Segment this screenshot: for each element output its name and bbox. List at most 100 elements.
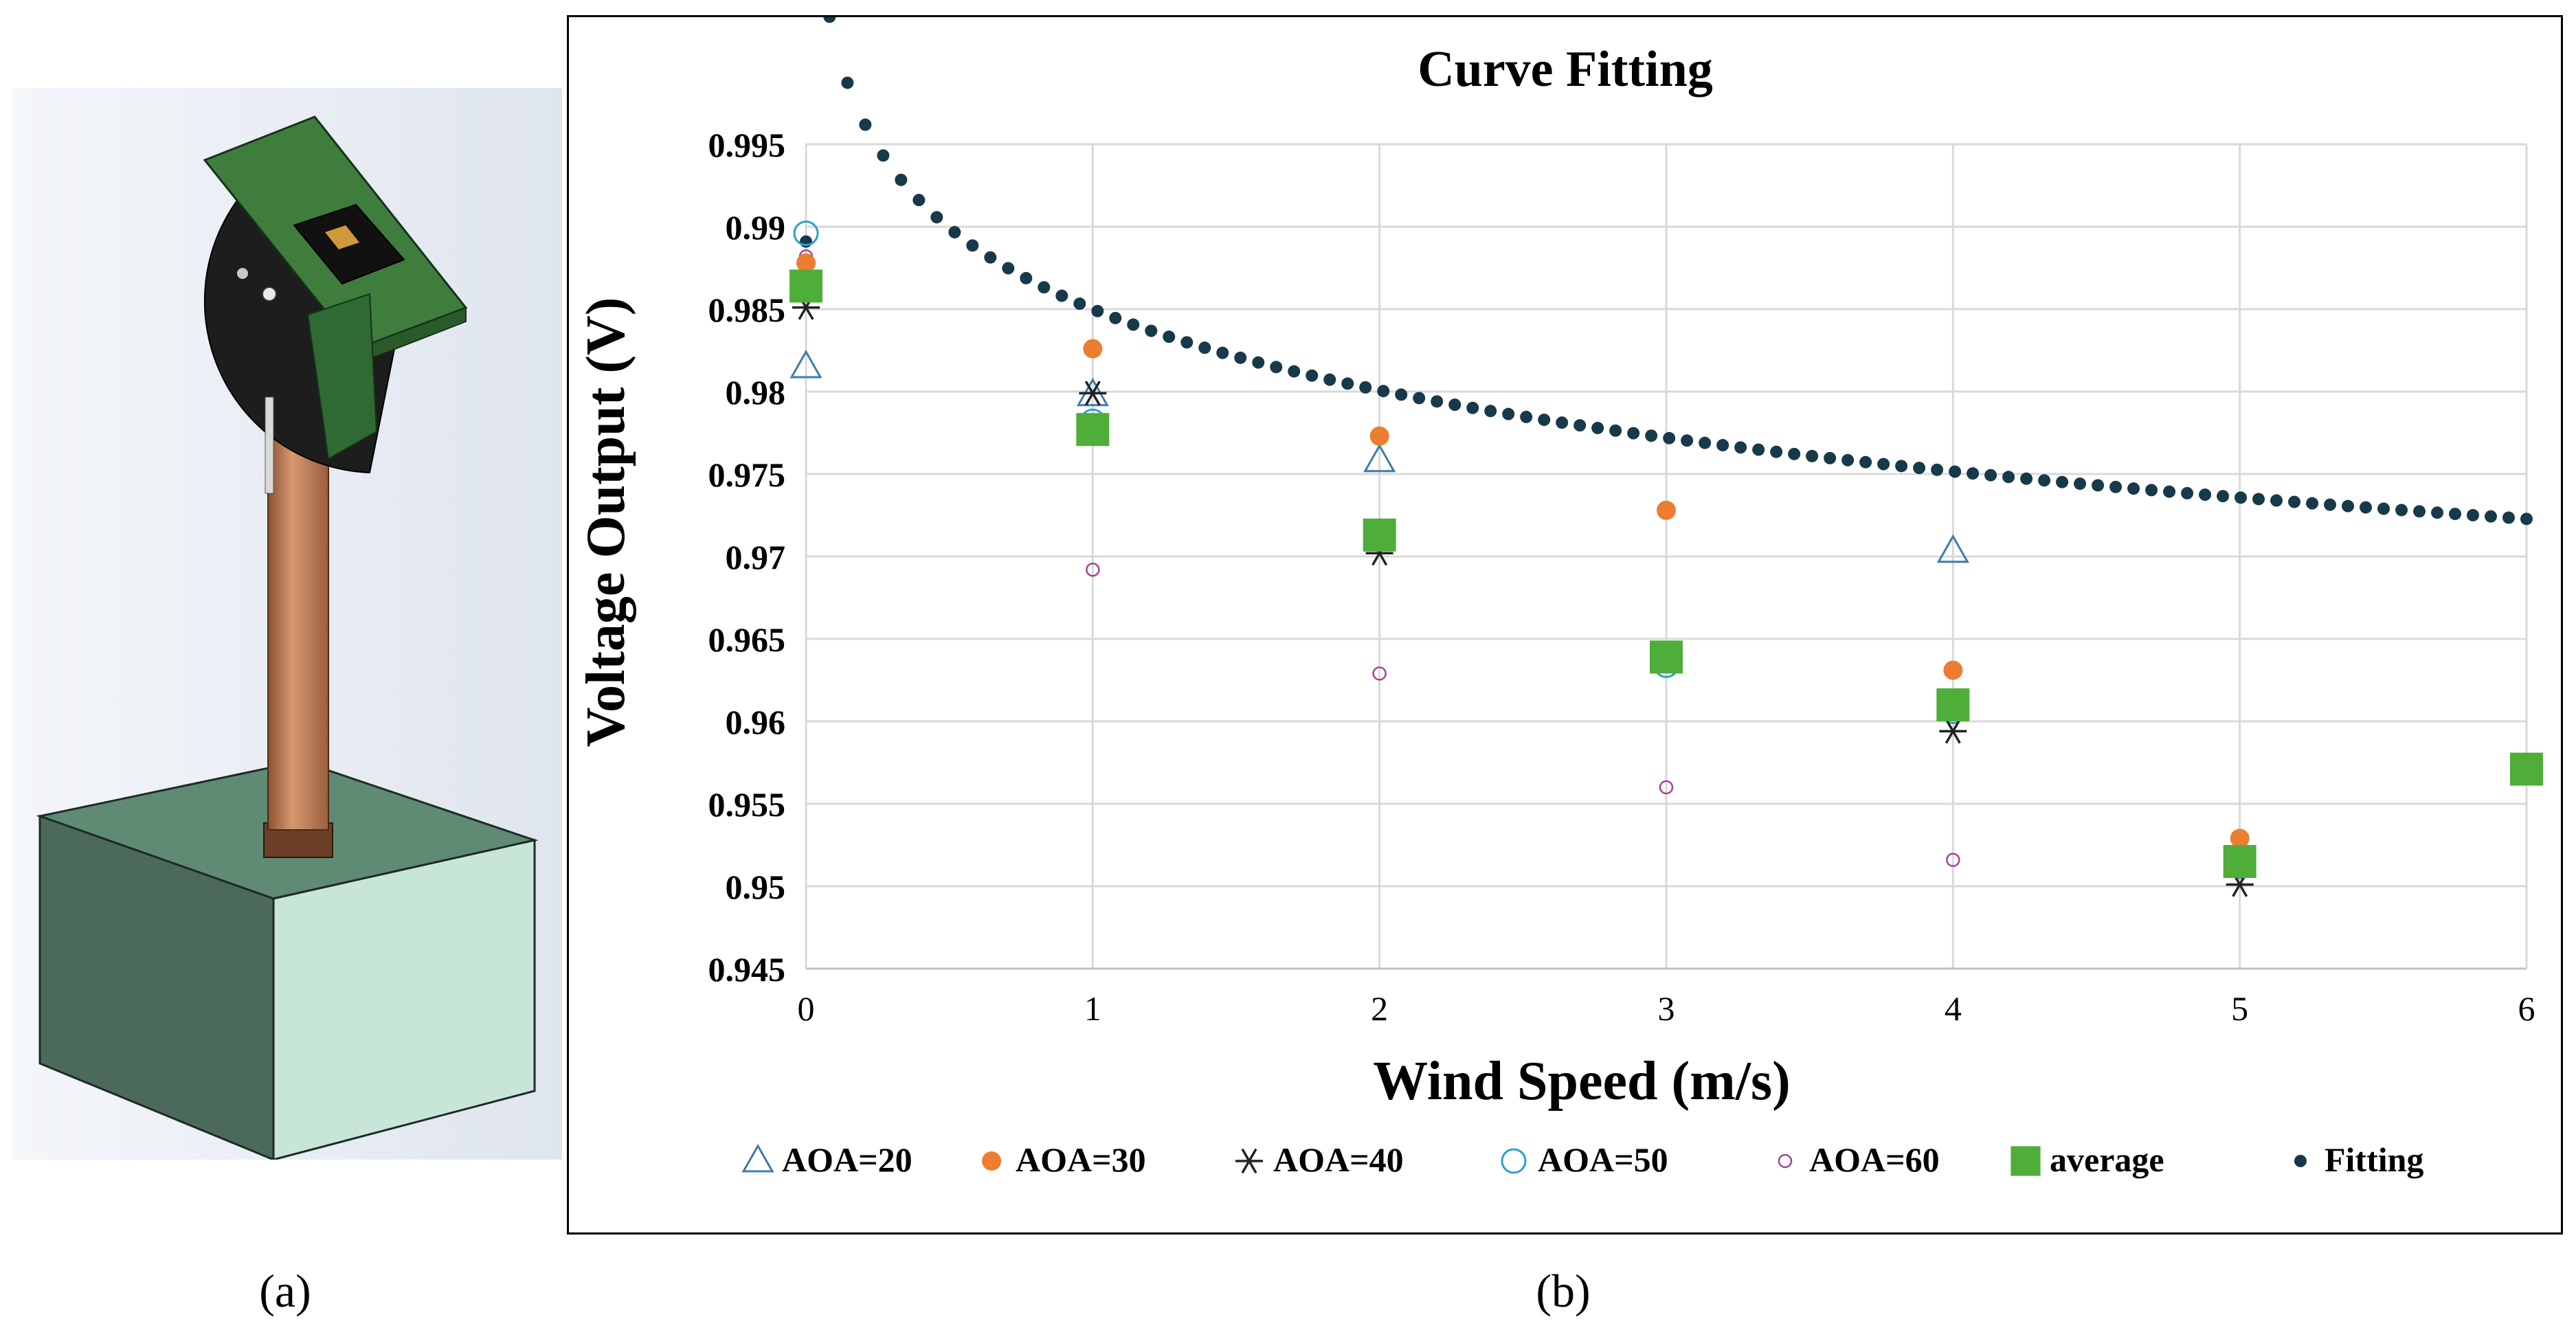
- fit-point: [2109, 480, 2123, 493]
- fit-point: [2342, 499, 2355, 512]
- fit-point: [1359, 381, 1372, 394]
- fit-point: [1306, 369, 1319, 382]
- x-tick-label: 5: [2231, 989, 2248, 1028]
- fit-point: [2092, 479, 2105, 492]
- tick-labels: 0.945 0.95 0.955 0.96 0.965 0.97 0.975 0.98 0.98…: [708, 126, 2535, 1028]
- fit-point: [1609, 424, 1622, 437]
- fit-point: [1824, 451, 1837, 464]
- y-tick-label: 0.99: [726, 208, 786, 247]
- legend-item: AOA=50: [1501, 1140, 1668, 1179]
- fit-point: [859, 118, 872, 131]
- fit-point: [1198, 341, 1211, 354]
- y-axis-label: Voltage Output (V): [576, 297, 636, 747]
- fit-point: [1895, 460, 1908, 473]
- circle-marker: [1946, 853, 1960, 867]
- legend-marker: [2294, 1155, 2307, 1167]
- fit-point: [948, 226, 961, 239]
- fit-point: [1484, 405, 1497, 418]
- x-axis-label: Wind Speed (m/s): [1373, 1051, 1791, 1112]
- data-point: [2510, 752, 2543, 786]
- fit-point: [823, 17, 836, 23]
- fit-point: [1806, 449, 1819, 462]
- fit-point: [1341, 377, 1354, 390]
- fit-point: [930, 211, 943, 224]
- fit-point: [2306, 497, 2319, 510]
- fitting-curve: [800, 17, 2533, 526]
- fit-point: [1841, 453, 1855, 466]
- legend-item: average: [2011, 1140, 2164, 1179]
- square-marker: [789, 269, 822, 303]
- circle-marker: [2230, 829, 2250, 848]
- base-box-front: [38, 814, 275, 1160]
- data-point: [789, 349, 822, 379]
- fit-point: [1681, 434, 1694, 447]
- data-point: [1369, 426, 1389, 446]
- fit-point: [1180, 336, 1194, 349]
- fit-point: [1020, 271, 1033, 284]
- legend-marker: [1778, 1153, 1793, 1169]
- fit-point: [2395, 504, 2408, 517]
- base-box-side: [272, 839, 536, 1160]
- legend-label: AOA=30: [1016, 1140, 1146, 1179]
- asterisk-stroke: [1945, 719, 1961, 744]
- fit-point: [2217, 490, 2230, 503]
- legend-label: Fitting: [2325, 1140, 2423, 1179]
- circle-marker: [1659, 780, 1674, 795]
- data-point: [1936, 534, 1969, 563]
- data-point: [1076, 413, 1110, 447]
- data-point: [796, 253, 816, 273]
- data-point: [1083, 339, 1103, 359]
- fit-point: [1877, 458, 1890, 471]
- fit-point: [1949, 465, 1962, 478]
- legend-item: AOA=60: [1778, 1140, 1940, 1179]
- fit-point: [1627, 427, 1640, 440]
- y-tick-label: 0.97: [726, 538, 786, 576]
- legend-label: AOA=40: [1273, 1140, 1404, 1179]
- fit-point: [1109, 311, 1122, 324]
- fit-point: [1538, 414, 1551, 427]
- fit-point: [2002, 471, 2015, 484]
- legend-item: AOA=20: [741, 1140, 912, 1179]
- fit-point: [1591, 422, 1604, 435]
- fit-point: [966, 239, 979, 252]
- legend-label: average: [2050, 1140, 2164, 1179]
- fit-point: [1234, 351, 1247, 364]
- circle-marker: [1778, 1153, 1793, 1169]
- fit-point: [1431, 395, 1444, 408]
- fit-point: [1770, 445, 1783, 458]
- y-tick-label: 0.985: [708, 291, 786, 329]
- fit-point: [2252, 493, 2265, 506]
- fit-point: [1716, 439, 1729, 452]
- fit-point: [1002, 262, 1015, 275]
- circle-marker: [1369, 426, 1389, 446]
- fit-point: [1984, 469, 1997, 482]
- data-point: [1936, 688, 1970, 721]
- legend-marker: [741, 1143, 774, 1173]
- fit-point: [1913, 462, 1926, 475]
- circle-marker: [796, 253, 816, 273]
- square-marker: [1936, 688, 1970, 721]
- fit-point: [2360, 501, 2373, 514]
- disc-slot: [265, 396, 274, 494]
- fit-point: [1270, 361, 1283, 374]
- fit-point: [1859, 455, 1872, 469]
- fit-point: [2431, 506, 2444, 519]
- fit-point: [984, 251, 997, 264]
- fit-point: [1377, 385, 1390, 398]
- circle-marker: [1501, 1148, 1527, 1174]
- data-point: [1363, 518, 1396, 552]
- fit-point: [2235, 491, 2248, 504]
- fit-point: [2181, 486, 2194, 499]
- disc-screw: [237, 268, 248, 279]
- fit-point: [1216, 346, 1229, 359]
- fit-point: [1323, 373, 1336, 386]
- disc-screw: [262, 286, 277, 302]
- fit-point: [2485, 510, 2498, 523]
- data-point: [1363, 443, 1396, 473]
- fit-point: [2056, 475, 2069, 488]
- fit-point: [2127, 482, 2140, 495]
- fit-point: [1413, 392, 1426, 405]
- legend-label: AOA=60: [1809, 1140, 1940, 1179]
- square-marker: [1650, 640, 1683, 674]
- data-point: [1946, 853, 1960, 867]
